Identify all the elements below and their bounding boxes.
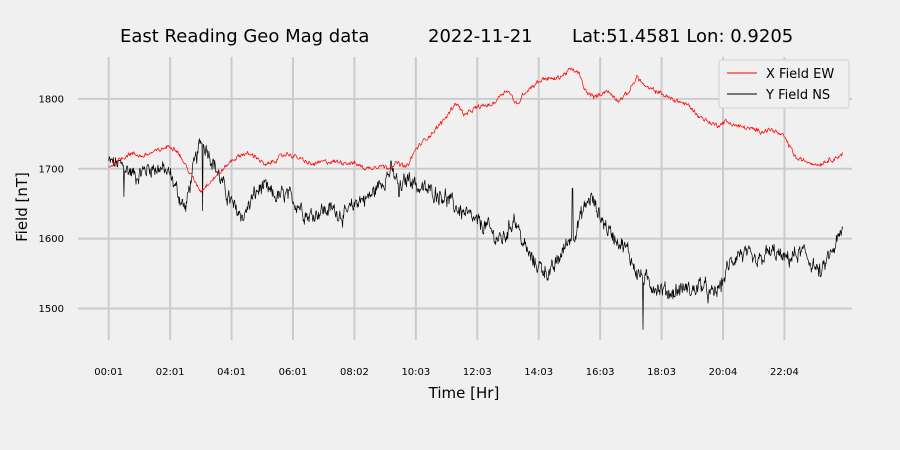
legend-label-y-field: Y Field NS: [765, 88, 830, 103]
x-tick-label: 16:03: [586, 367, 615, 378]
chart-title: East Reading Geo Mag data 2022-11-21 Lat…: [120, 26, 793, 47]
x-tick-label: 06:01: [279, 367, 308, 378]
x-tick-label: 10:03: [401, 367, 430, 378]
x-tick-label: 00:01: [94, 367, 123, 378]
x-tick-label: 22:04: [770, 367, 799, 378]
legend: X Field EW Y Field NS: [718, 59, 850, 109]
chart-title-location: Lat:51.4581 Lon: 0.9205: [572, 26, 793, 47]
y-tick-label: 1800: [39, 94, 64, 105]
legend-label-x-field: X Field EW: [766, 67, 834, 82]
chart-title-date: 2022-11-21: [428, 26, 533, 47]
x-tick-label: 02:01: [156, 367, 185, 378]
x-tick-label: 20:04: [709, 367, 738, 378]
series-y-field-ns: [108, 138, 844, 330]
x-tick-label: 18:03: [647, 367, 676, 378]
legend-box: [718, 59, 850, 109]
x-tick-label: 04:01: [217, 367, 246, 378]
x-tick-label: 08:02: [340, 367, 369, 378]
series-layer: [108, 67, 844, 330]
y-tick-label: 1600: [39, 234, 64, 245]
x-tick-label: 14:03: [524, 367, 553, 378]
grid: [78, 57, 852, 340]
chart-title-main: East Reading Geo Mag data: [120, 26, 369, 47]
y-tick-label: 1700: [39, 164, 64, 175]
x-axis-label: Time [Hr]: [428, 384, 500, 402]
x-tick-labels: 00:01 02:01 04:01 06:01 08:02 10:03 12:03 14:03…: [94, 367, 799, 378]
y-tick-label: 1500: [39, 304, 64, 315]
y-tick-labels: 1500 1600 1700 1800: [39, 94, 64, 315]
x-tick-label: 12:03: [463, 367, 492, 378]
series-x-field-ew: [108, 67, 843, 193]
y-axis-label: Field [nT]: [13, 172, 31, 242]
